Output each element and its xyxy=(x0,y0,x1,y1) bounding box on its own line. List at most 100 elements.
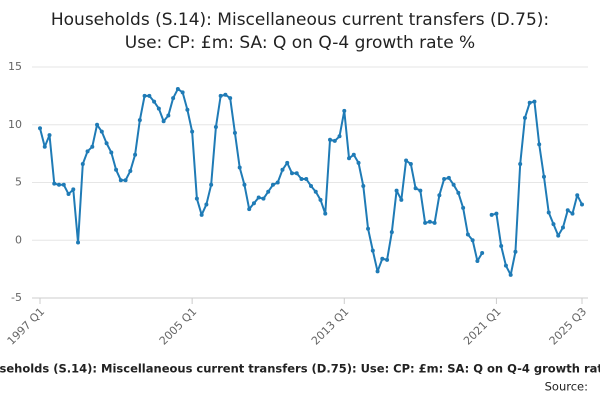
point xyxy=(499,244,504,249)
chart-title: Use: CP: £m: SA: Q on Q-4 growth rate % xyxy=(125,33,475,53)
point xyxy=(541,174,546,179)
x-tick-label: 2013 Q1 xyxy=(309,305,352,348)
point xyxy=(156,106,161,111)
point xyxy=(194,196,199,201)
footer-title: Households (S.14): Miscellaneous current… xyxy=(0,362,600,376)
y-tick-label: 0 xyxy=(15,233,22,246)
point xyxy=(418,188,423,193)
point xyxy=(565,208,570,213)
point xyxy=(204,202,209,207)
point xyxy=(375,269,380,274)
point xyxy=(560,225,565,230)
point xyxy=(280,167,285,172)
point xyxy=(104,141,109,146)
x-tick-label: 2005 Q1 xyxy=(157,305,200,348)
point xyxy=(470,238,475,243)
point xyxy=(480,250,485,255)
point xyxy=(347,156,352,161)
point xyxy=(503,263,508,268)
point xyxy=(432,220,437,225)
point xyxy=(285,160,290,165)
point xyxy=(456,190,461,195)
point xyxy=(171,96,176,101)
point xyxy=(351,152,356,157)
point xyxy=(142,93,147,98)
point xyxy=(461,205,466,210)
point xyxy=(494,211,499,216)
point xyxy=(218,93,223,98)
point xyxy=(546,210,551,215)
point xyxy=(80,162,85,167)
point xyxy=(213,125,218,130)
point xyxy=(180,90,185,95)
point xyxy=(309,183,313,188)
point xyxy=(323,211,328,216)
point xyxy=(209,182,214,187)
point xyxy=(38,126,42,131)
point xyxy=(342,108,347,113)
point xyxy=(71,187,76,192)
point xyxy=(508,272,513,277)
point xyxy=(128,168,133,173)
point xyxy=(527,100,532,105)
point xyxy=(475,259,480,264)
point xyxy=(175,86,180,91)
point xyxy=(266,189,271,194)
point xyxy=(408,162,413,167)
y-tick-label: 10 xyxy=(8,118,22,131)
point xyxy=(423,220,428,225)
point xyxy=(465,232,470,237)
point xyxy=(61,182,66,187)
point xyxy=(299,177,304,182)
point xyxy=(446,175,451,180)
point xyxy=(537,142,542,147)
point xyxy=(228,96,233,101)
point xyxy=(232,130,237,135)
point xyxy=(166,113,171,118)
point xyxy=(42,144,47,149)
point xyxy=(261,196,266,201)
chart-title: Households (S.14): Miscellaneous current… xyxy=(51,10,549,30)
point xyxy=(147,93,152,98)
line xyxy=(39,87,484,273)
point xyxy=(570,211,575,216)
point xyxy=(513,249,518,254)
point xyxy=(90,144,95,149)
point xyxy=(52,181,57,186)
point xyxy=(123,178,128,183)
y-tick-label: 5 xyxy=(15,176,22,189)
point xyxy=(313,189,318,194)
point xyxy=(413,186,418,191)
y-tick-label: 15 xyxy=(8,60,22,73)
point xyxy=(275,180,280,185)
point xyxy=(161,119,166,124)
point xyxy=(370,248,375,253)
point xyxy=(337,134,342,139)
point xyxy=(76,240,81,245)
y-tick-label: -5 xyxy=(11,291,22,304)
point xyxy=(270,182,275,187)
point xyxy=(551,222,556,227)
point xyxy=(404,158,409,163)
point xyxy=(522,115,527,120)
point xyxy=(361,183,366,188)
point xyxy=(199,212,204,217)
point xyxy=(489,212,494,217)
point xyxy=(580,202,584,207)
point xyxy=(532,99,537,104)
point xyxy=(556,233,561,238)
point xyxy=(442,177,447,182)
point xyxy=(223,92,228,97)
point xyxy=(99,129,104,134)
point xyxy=(518,162,523,167)
point xyxy=(304,177,309,182)
point xyxy=(247,207,252,212)
point xyxy=(57,182,62,187)
point xyxy=(394,188,399,193)
point xyxy=(318,197,323,202)
point xyxy=(109,150,114,155)
point xyxy=(437,193,442,198)
point xyxy=(66,192,71,197)
point xyxy=(380,256,385,261)
